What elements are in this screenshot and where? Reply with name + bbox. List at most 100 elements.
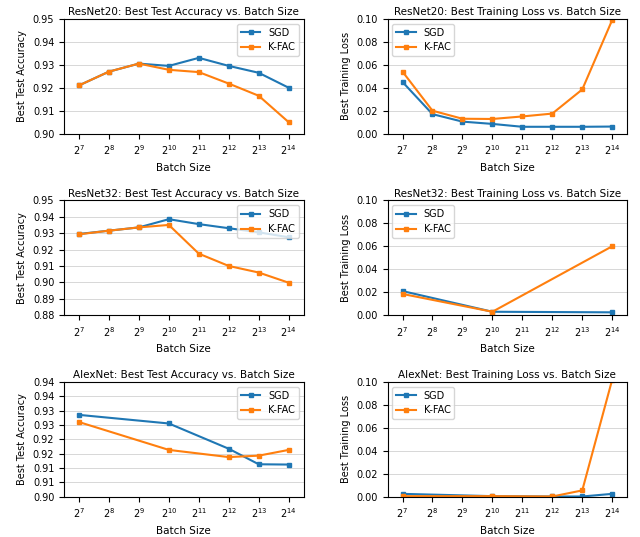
X-axis label: Batch Size: Batch Size: [156, 344, 211, 354]
K-FAC: [285, 119, 292, 126]
K-FAC: [488, 309, 496, 315]
SGD: [75, 82, 83, 89]
SGD: [105, 68, 113, 75]
SGD: [255, 229, 262, 236]
SGD: [488, 309, 496, 315]
SGD: [255, 70, 262, 76]
K-FAC: [399, 493, 406, 499]
K-FAC: [225, 263, 232, 269]
K-FAC: [195, 69, 203, 75]
K-FAC: [459, 115, 467, 122]
SGD: [225, 446, 232, 452]
K-FAC: [609, 376, 616, 383]
K-FAC: [75, 82, 83, 89]
SGD: [135, 224, 143, 230]
SGD: [75, 412, 83, 418]
SGD: [399, 79, 406, 85]
K-FAC: [609, 17, 616, 23]
K-FAC: [75, 419, 83, 425]
Title: ResNet20: Best Test Accuracy vs. Batch Size: ResNet20: Best Test Accuracy vs. Batch S…: [68, 8, 300, 17]
SGD: [609, 309, 616, 316]
X-axis label: Batch Size: Batch Size: [480, 526, 535, 536]
Line: K-FAC: K-FAC: [77, 222, 291, 285]
K-FAC: [548, 111, 556, 117]
Y-axis label: Best Test Accuracy: Best Test Accuracy: [17, 30, 28, 122]
SGD: [285, 84, 292, 91]
Line: K-FAC: K-FAC: [400, 18, 614, 121]
K-FAC: [105, 228, 113, 234]
SGD: [195, 221, 203, 227]
Title: ResNet20: Best Training Loss vs. Batch Size: ResNet20: Best Training Loss vs. Batch S…: [394, 8, 621, 17]
K-FAC: [75, 231, 83, 237]
Line: SGD: SGD: [400, 289, 614, 315]
K-FAC: [225, 454, 232, 460]
SGD: [548, 494, 556, 500]
SGD: [165, 420, 173, 427]
X-axis label: Batch Size: Batch Size: [156, 526, 211, 536]
SGD: [609, 491, 616, 497]
SGD: [488, 493, 496, 499]
SGD: [165, 216, 173, 222]
K-FAC: [399, 68, 406, 75]
K-FAC: [579, 86, 586, 93]
SGD: [225, 63, 232, 69]
SGD: [285, 234, 292, 241]
SGD: [579, 124, 586, 130]
K-FAC: [135, 60, 143, 67]
SGD: [195, 55, 203, 61]
K-FAC: [579, 487, 586, 494]
Legend: SGD, K-FAC: SGD, K-FAC: [237, 387, 299, 419]
K-FAC: [165, 222, 173, 228]
SGD: [135, 60, 143, 67]
SGD: [429, 111, 436, 118]
SGD: [165, 63, 173, 69]
Legend: SGD, K-FAC: SGD, K-FAC: [392, 205, 454, 238]
Legend: SGD, K-FAC: SGD, K-FAC: [392, 387, 454, 419]
SGD: [399, 288, 406, 294]
Y-axis label: Best Training Loss: Best Training Loss: [340, 214, 351, 302]
Line: SGD: SGD: [400, 491, 614, 499]
K-FAC: [399, 291, 406, 297]
K-FAC: [429, 107, 436, 114]
K-FAC: [285, 447, 292, 453]
Line: SGD: SGD: [400, 79, 614, 129]
X-axis label: Batch Size: Batch Size: [156, 163, 211, 173]
Y-axis label: Best Training Loss: Best Training Loss: [340, 395, 351, 483]
Line: K-FAC: K-FAC: [400, 244, 614, 314]
K-FAC: [285, 279, 292, 286]
K-FAC: [225, 81, 232, 87]
Title: ResNet32: Best Test Accuracy vs. Batch Size: ResNet32: Best Test Accuracy vs. Batch S…: [68, 189, 300, 199]
K-FAC: [255, 270, 262, 276]
K-FAC: [165, 447, 173, 453]
Line: SGD: SGD: [77, 412, 291, 467]
Legend: SGD, K-FAC: SGD, K-FAC: [237, 24, 299, 56]
K-FAC: [518, 113, 526, 120]
Y-axis label: Best Test Accuracy: Best Test Accuracy: [17, 212, 28, 304]
SGD: [285, 461, 292, 468]
Y-axis label: Best Test Accuracy: Best Test Accuracy: [17, 393, 28, 485]
Line: SGD: SGD: [77, 217, 291, 240]
Title: AlexNet: Best Test Accuracy vs. Batch Size: AlexNet: Best Test Accuracy vs. Batch Si…: [73, 371, 294, 380]
K-FAC: [255, 92, 262, 99]
Legend: SGD, K-FAC: SGD, K-FAC: [392, 24, 454, 56]
Title: AlexNet: Best Training Loss vs. Batch Size: AlexNet: Best Training Loss vs. Batch Si…: [399, 371, 616, 380]
K-FAC: [105, 68, 113, 75]
SGD: [399, 491, 406, 497]
X-axis label: Batch Size: Batch Size: [480, 344, 535, 354]
SGD: [105, 228, 113, 234]
K-FAC: [135, 224, 143, 230]
Line: K-FAC: K-FAC: [77, 419, 291, 460]
SGD: [518, 124, 526, 130]
SGD: [75, 231, 83, 237]
K-FAC: [488, 493, 496, 499]
Y-axis label: Best Training Loss: Best Training Loss: [340, 32, 351, 120]
Title: ResNet32: Best Training Loss vs. Batch Size: ResNet32: Best Training Loss vs. Batch S…: [394, 189, 621, 199]
Line: K-FAC: K-FAC: [77, 61, 291, 125]
K-FAC: [488, 116, 496, 122]
SGD: [225, 225, 232, 231]
K-FAC: [548, 494, 556, 500]
SGD: [255, 461, 262, 468]
Legend: SGD, K-FAC: SGD, K-FAC: [237, 205, 299, 238]
K-FAC: [165, 67, 173, 73]
SGD: [548, 124, 556, 130]
